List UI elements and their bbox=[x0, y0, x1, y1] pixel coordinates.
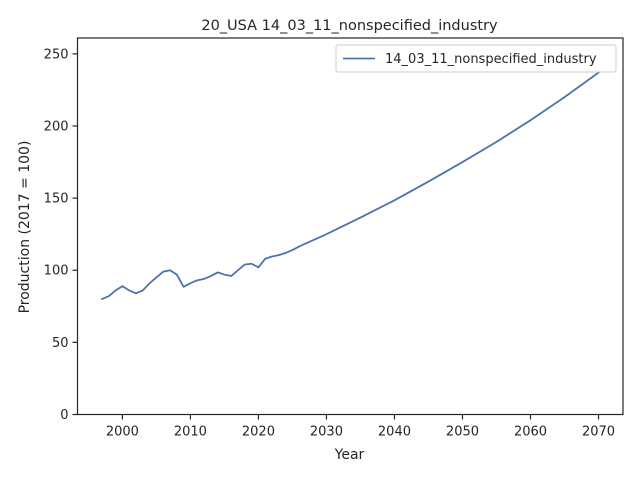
y-tick-label: 150 bbox=[44, 192, 69, 207]
x-tick-label: 2050 bbox=[446, 425, 479, 440]
x-tick-label: 2030 bbox=[310, 425, 343, 440]
plot-frame bbox=[76, 37, 624, 416]
legend: 14_03_11_nonspecified_industry bbox=[335, 44, 617, 73]
y-axis-label: Production (2017 = 100) bbox=[17, 141, 33, 314]
plot-area bbox=[76, 37, 624, 416]
x-tick-label: 2020 bbox=[242, 425, 275, 440]
y-axis: 0 50 100 150 200 250 bbox=[44, 47, 78, 423]
x-tick-label: 2010 bbox=[174, 425, 207, 440]
y-tick-label: 250 bbox=[44, 47, 69, 62]
x-tick-label: 2070 bbox=[582, 425, 615, 440]
x-tick-label: 2040 bbox=[378, 425, 411, 440]
chart-title: 20_USA 14_03_11_nonspecified_industry bbox=[201, 18, 498, 34]
x-tick-label: 2060 bbox=[514, 425, 547, 440]
x-axis: 2000 2010 2020 2030 2040 2050 2060 2070 bbox=[106, 414, 615, 440]
y-tick-label: 50 bbox=[52, 336, 69, 351]
legend-label: 14_03_11_nonspecified_industry bbox=[385, 52, 597, 67]
x-axis-label: Year bbox=[334, 447, 365, 463]
x-tick-label: 2000 bbox=[106, 425, 139, 440]
series-line bbox=[101, 65, 607, 300]
y-tick-label: 0 bbox=[60, 408, 68, 423]
y-tick-label: 100 bbox=[44, 264, 69, 279]
y-tick-label: 200 bbox=[44, 119, 69, 134]
legend-frame bbox=[335, 44, 617, 73]
